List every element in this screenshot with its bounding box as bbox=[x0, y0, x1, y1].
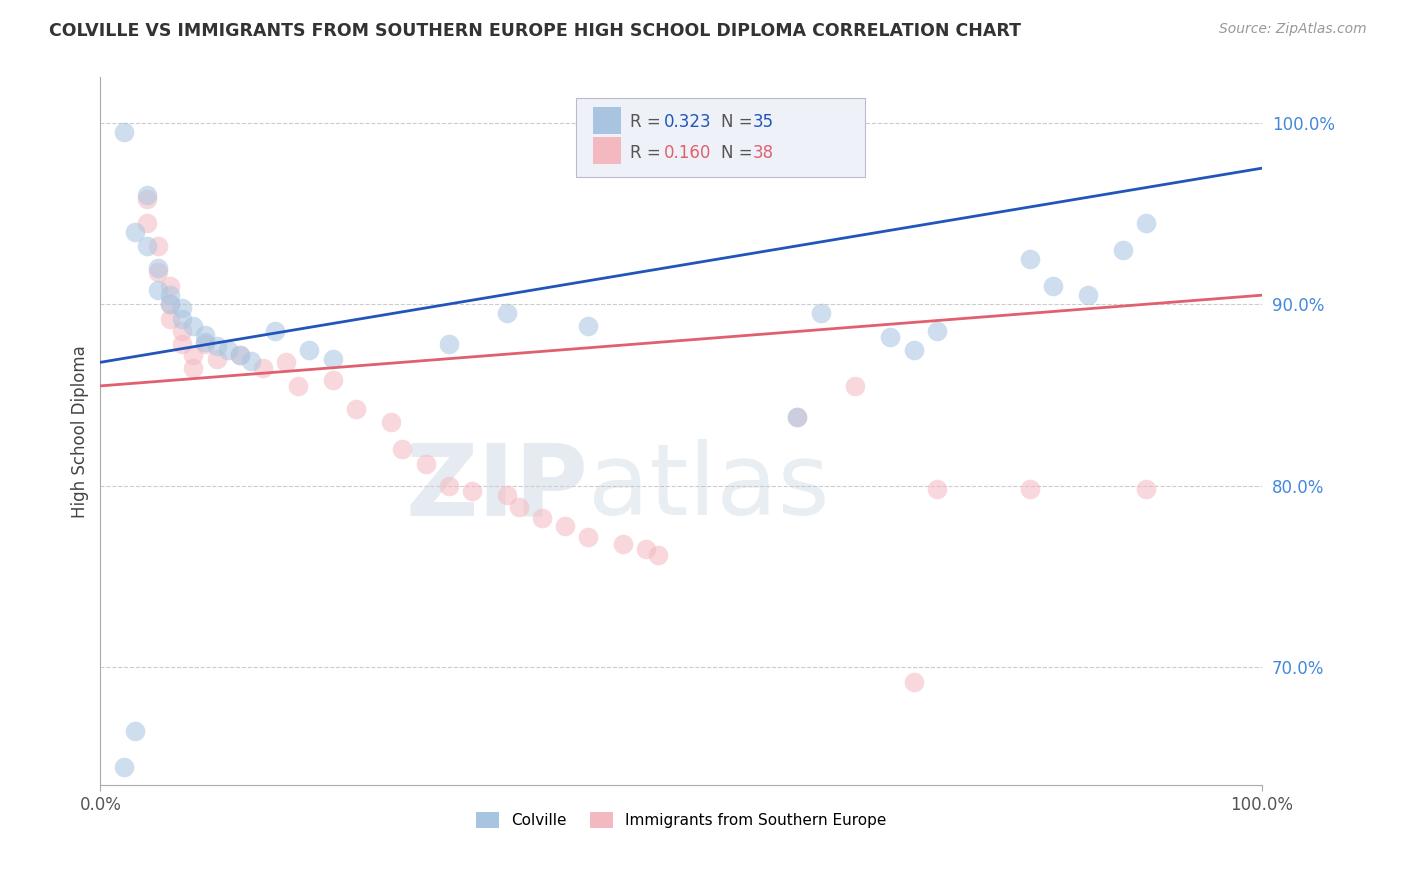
Point bbox=[159, 288, 181, 302]
Point bbox=[205, 351, 228, 366]
Text: N =: N = bbox=[721, 113, 758, 131]
Point bbox=[903, 674, 925, 689]
Text: ZIP: ZIP bbox=[405, 440, 588, 536]
Point bbox=[194, 328, 217, 343]
Point bbox=[112, 125, 135, 139]
Point bbox=[496, 306, 519, 320]
Point bbox=[252, 360, 274, 375]
Point bbox=[530, 511, 553, 525]
Point bbox=[135, 192, 157, 206]
Point bbox=[124, 723, 146, 738]
Point bbox=[194, 335, 217, 350]
Legend: Colville, Immigrants from Southern Europe: Colville, Immigrants from Southern Europ… bbox=[470, 805, 893, 834]
Point bbox=[1077, 288, 1099, 302]
Point bbox=[205, 339, 228, 353]
Text: 0.323: 0.323 bbox=[664, 113, 711, 131]
Point bbox=[148, 260, 170, 275]
Point bbox=[508, 500, 530, 515]
Point bbox=[135, 216, 157, 230]
Point bbox=[135, 188, 157, 202]
Point bbox=[1111, 243, 1133, 257]
Text: 0.160: 0.160 bbox=[664, 144, 711, 161]
Point bbox=[496, 488, 519, 502]
Text: N =: N = bbox=[721, 144, 758, 161]
Y-axis label: High School Diploma: High School Diploma bbox=[72, 345, 89, 517]
Point bbox=[159, 297, 181, 311]
Point bbox=[170, 325, 193, 339]
Point bbox=[170, 337, 193, 351]
Point bbox=[276, 355, 298, 369]
Text: 35: 35 bbox=[752, 113, 773, 131]
Point bbox=[636, 542, 658, 557]
Point bbox=[229, 348, 252, 362]
Point bbox=[322, 351, 344, 366]
Point bbox=[1135, 483, 1157, 497]
Point bbox=[217, 343, 239, 357]
Point bbox=[1018, 252, 1040, 266]
Point bbox=[1018, 483, 1040, 497]
Point bbox=[240, 353, 263, 368]
Point bbox=[925, 325, 948, 339]
Text: R =: R = bbox=[630, 144, 666, 161]
Point bbox=[925, 483, 948, 497]
Point bbox=[159, 279, 181, 293]
Point bbox=[298, 343, 321, 357]
Point bbox=[148, 264, 170, 278]
Point bbox=[437, 479, 460, 493]
Point bbox=[879, 330, 901, 344]
Point bbox=[391, 442, 413, 457]
Text: COLVILLE VS IMMIGRANTS FROM SOUTHERN EUROPE HIGH SCHOOL DIPLOMA CORRELATION CHAR: COLVILLE VS IMMIGRANTS FROM SOUTHERN EUR… bbox=[49, 22, 1021, 40]
Point bbox=[786, 409, 808, 424]
Point bbox=[181, 360, 204, 375]
Point bbox=[415, 457, 437, 471]
Point bbox=[159, 311, 181, 326]
Point bbox=[135, 239, 157, 253]
Point bbox=[181, 348, 204, 362]
Point bbox=[159, 297, 181, 311]
Point bbox=[263, 325, 285, 339]
Text: R =: R = bbox=[630, 113, 666, 131]
Point bbox=[612, 537, 634, 551]
Point bbox=[170, 301, 193, 315]
Point bbox=[1042, 279, 1064, 293]
Point bbox=[437, 337, 460, 351]
Point bbox=[148, 239, 170, 253]
Point bbox=[461, 484, 484, 499]
Point bbox=[554, 518, 576, 533]
Point bbox=[124, 225, 146, 239]
Point bbox=[647, 548, 669, 562]
Text: 38: 38 bbox=[752, 144, 773, 161]
Point bbox=[786, 409, 808, 424]
Point bbox=[170, 311, 193, 326]
Text: Source: ZipAtlas.com: Source: ZipAtlas.com bbox=[1219, 22, 1367, 37]
Point bbox=[181, 318, 204, 333]
Point bbox=[576, 529, 599, 543]
Point bbox=[229, 348, 252, 362]
Point bbox=[194, 337, 217, 351]
Point bbox=[287, 379, 309, 393]
Point bbox=[1135, 216, 1157, 230]
Point bbox=[112, 760, 135, 774]
Point bbox=[380, 415, 402, 429]
Point bbox=[148, 283, 170, 297]
Point bbox=[844, 379, 866, 393]
Point bbox=[344, 402, 367, 417]
Point bbox=[576, 318, 599, 333]
Point bbox=[810, 306, 832, 320]
Point bbox=[322, 374, 344, 388]
Point bbox=[903, 343, 925, 357]
Text: atlas: atlas bbox=[588, 440, 830, 536]
